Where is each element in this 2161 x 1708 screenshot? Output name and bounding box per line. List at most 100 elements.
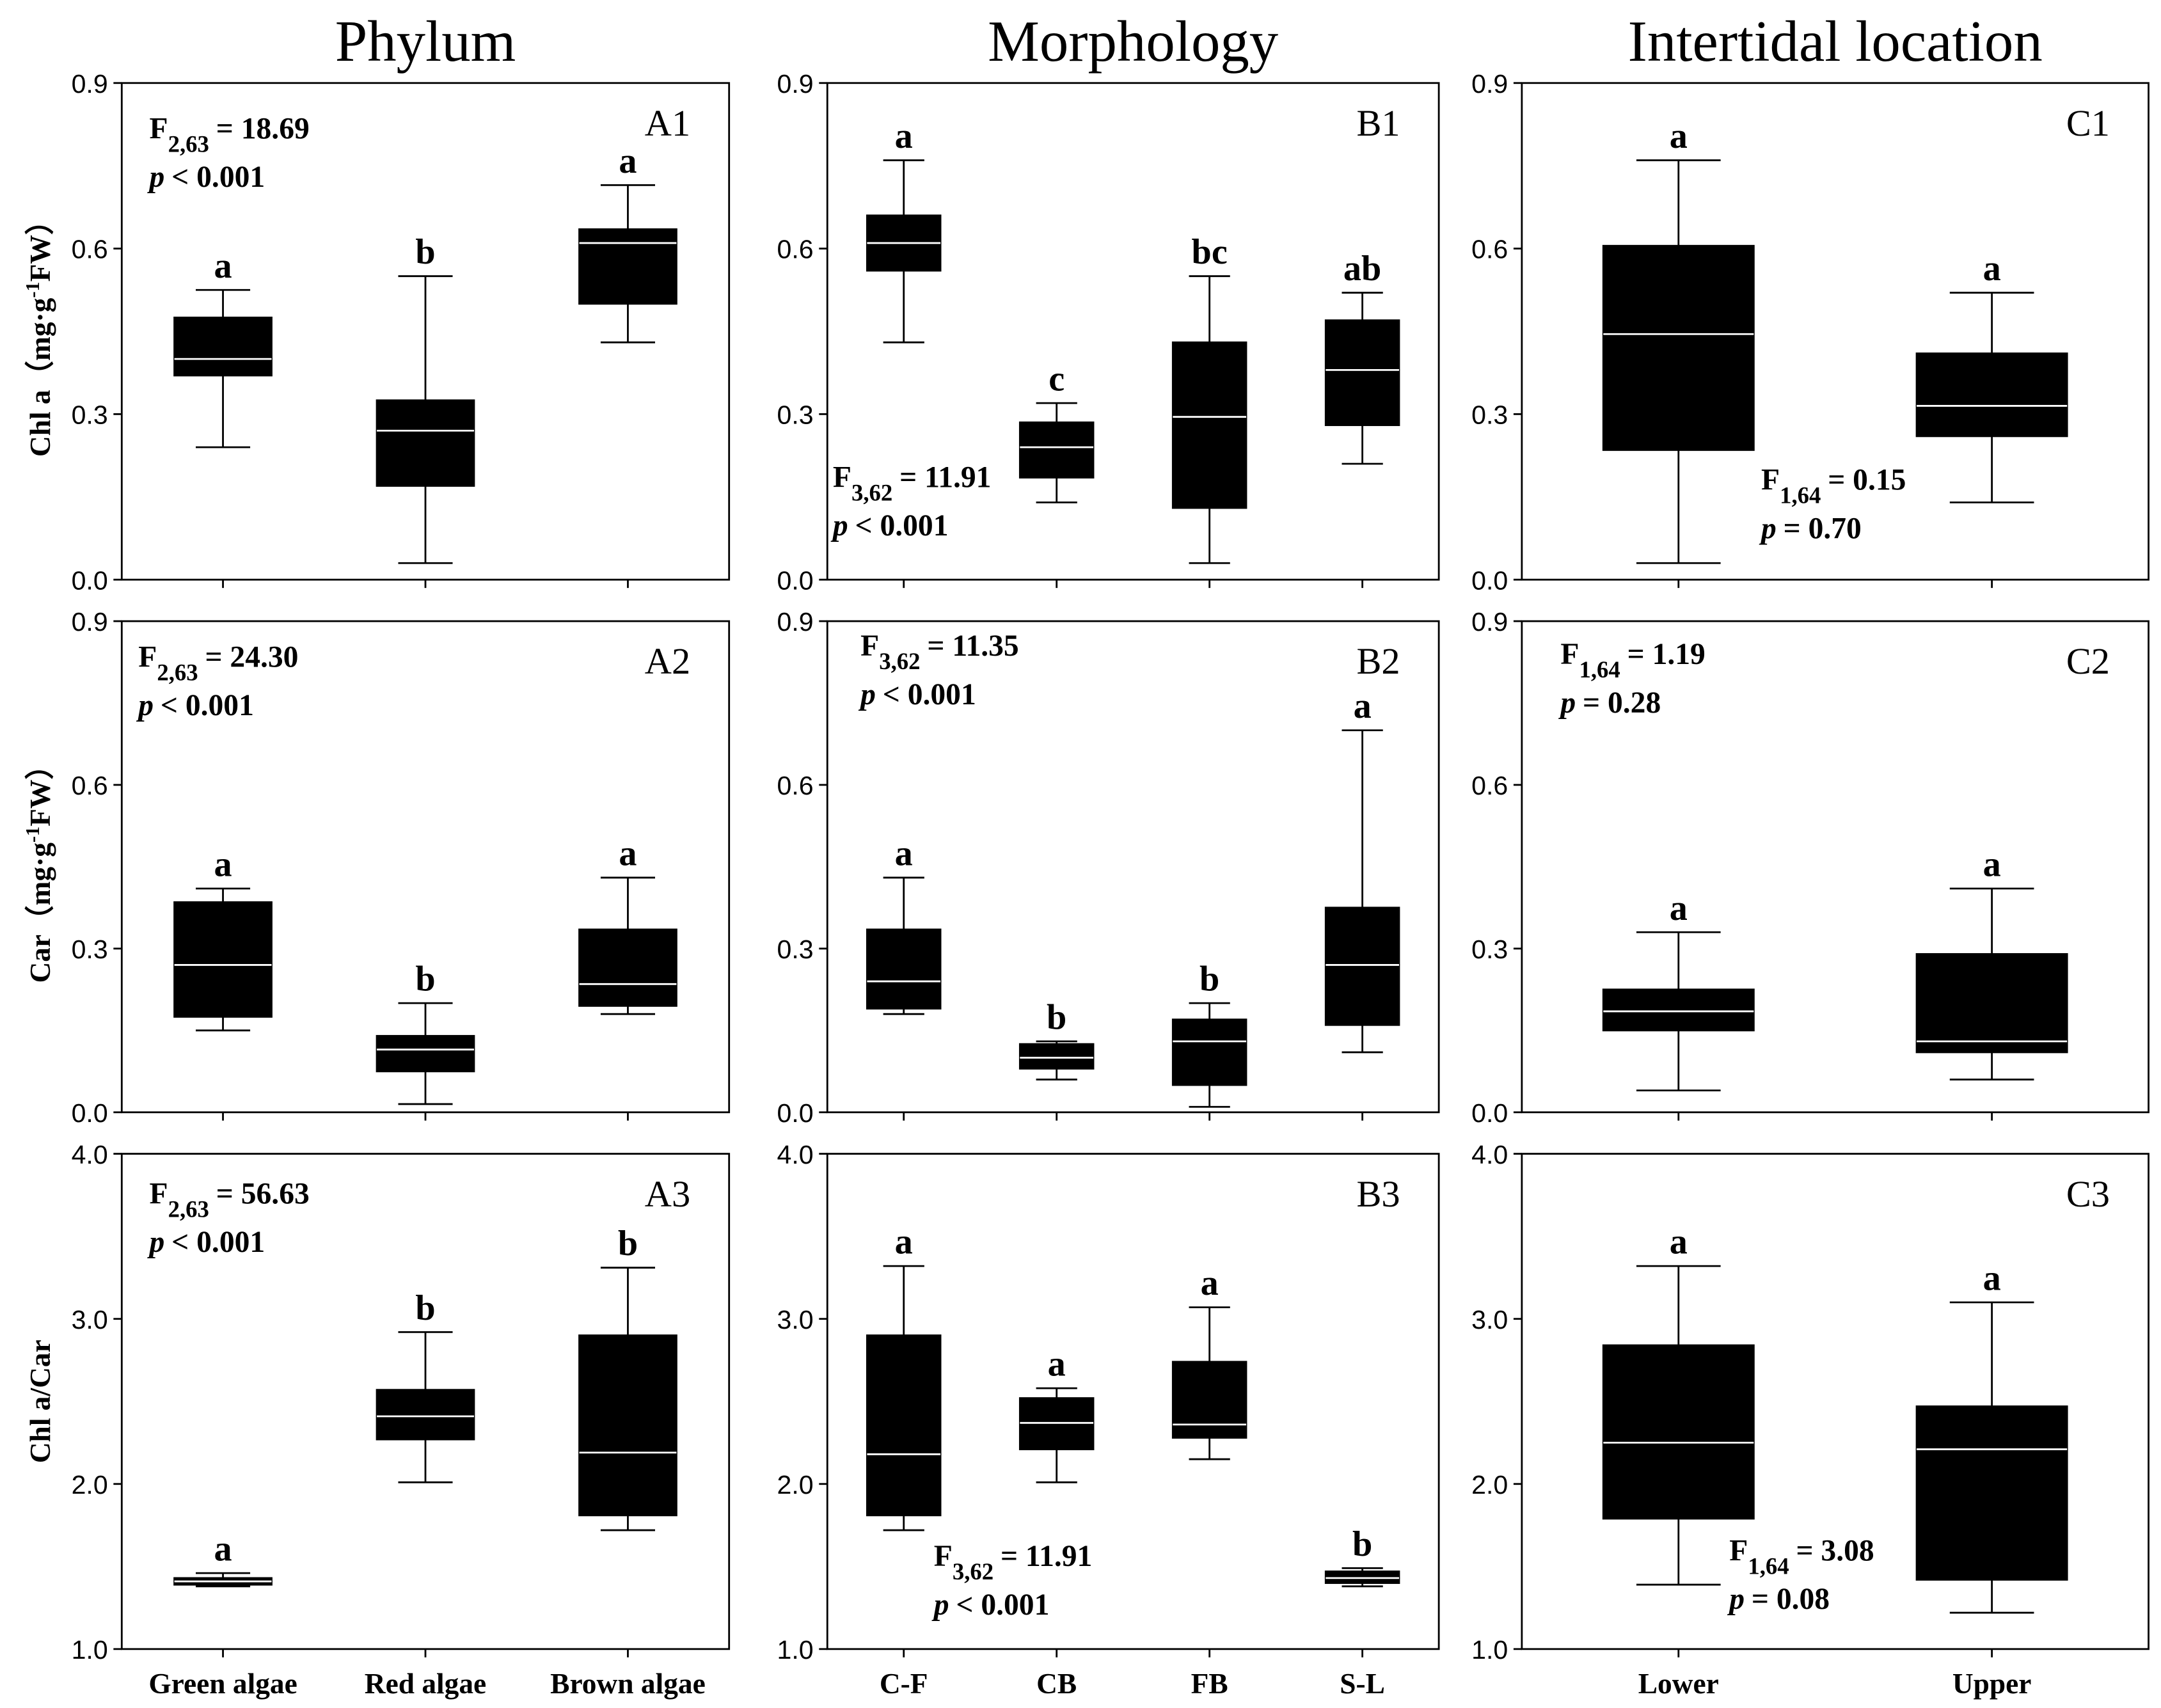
box [1171, 1018, 1247, 1086]
significance-letter: a [214, 246, 232, 286]
significance-letter: a [619, 834, 637, 873]
box [1915, 953, 2068, 1054]
plot-frame [1521, 620, 2149, 1114]
stat-f: F3,62 = 11.35 [860, 629, 1019, 674]
y-tick-label: 0.9 [72, 69, 108, 99]
box [376, 1389, 475, 1441]
stat-p: p = 0.28 [1558, 686, 1661, 720]
y-axis-label: Chl a/Car [24, 1340, 56, 1463]
y-tick-label: 3.0 [1471, 1305, 1508, 1334]
box [173, 901, 273, 1018]
significance-letter: a [1048, 1345, 1066, 1384]
y-tick-label: 0.9 [72, 607, 108, 637]
stat-f: F3,62 = 11.91 [934, 1540, 1093, 1585]
significance-letter: a [214, 1530, 232, 1569]
plot-frame [826, 82, 1440, 581]
stat-p-symbol: p [136, 689, 154, 722]
stat-f-symbol: F [1560, 638, 1579, 671]
plot-frame [1521, 82, 2149, 581]
significance-letter: b [415, 960, 435, 999]
significance-letter: a [619, 141, 637, 181]
stat-f-symbol: F [860, 629, 879, 663]
stat-df: 1,64 [1579, 656, 1620, 683]
stat-df: 2,63 [168, 1196, 209, 1222]
y-tick-label: 0.3 [1471, 400, 1508, 429]
box [376, 1034, 475, 1073]
y-tick-label: 0.6 [777, 771, 814, 800]
y-tick-label: 4.0 [777, 1140, 814, 1169]
significance-letter: ab [1343, 249, 1381, 289]
y-axis-label-text: Car（mg·g [24, 842, 56, 983]
stat-f-value: = 3.08 [1796, 1534, 1874, 1567]
significance-letter: b [415, 232, 435, 272]
stat-f-value: = 24.30 [205, 640, 298, 674]
y-axis-label-after: FW） [24, 206, 56, 282]
box [1602, 988, 1755, 1032]
stat-df: 1,64 [1780, 482, 1821, 508]
x-tick-label: Red algae [365, 1668, 486, 1700]
significance-letter: b [415, 1288, 435, 1328]
y-tick-label: 2.0 [1471, 1470, 1508, 1499]
box [376, 399, 475, 487]
x-tick-label: FB [1191, 1668, 1228, 1700]
stat-f-value: = 11.35 [927, 629, 1018, 663]
stat-f-value: = 11.91 [899, 461, 991, 494]
x-tick-label: Green algae [148, 1668, 297, 1700]
panel-label: C1 [2066, 102, 2110, 144]
y-tick-label: 0.9 [777, 69, 814, 99]
stat-f-symbol: F [150, 1177, 168, 1210]
plot-frame [826, 1153, 1440, 1650]
y-axis-label-text: Chl a/Car [24, 1340, 56, 1463]
stat-p-symbol: p [858, 678, 876, 711]
significance-letter: a [1983, 249, 2001, 289]
stat-p-value: < 0.001 [171, 161, 265, 194]
y-tick-label: 0.6 [72, 771, 108, 800]
y-tick-label: 2.0 [72, 1470, 108, 1499]
stat-df: 2,63 [168, 130, 209, 157]
y-tick-label: 0.9 [1471, 69, 1508, 99]
significance-letter: a [1670, 116, 1688, 156]
y-tick-label: 0.3 [777, 935, 814, 964]
stat-p: p < 0.001 [858, 678, 976, 711]
stat-p-symbol: p [1759, 512, 1777, 545]
stat-f-symbol: F [1761, 464, 1780, 497]
significance-letter: a [1670, 1222, 1688, 1262]
stat-p-symbol: p [1558, 686, 1576, 720]
significance-letter: a [1983, 1258, 2001, 1298]
column-title: Phylum [335, 9, 516, 74]
box [1324, 906, 1400, 1026]
box [866, 1334, 942, 1517]
y-tick-label: 1.0 [777, 1635, 814, 1665]
y-axis-label-after: FW） [24, 750, 56, 826]
stat-p-symbol: p [931, 1588, 949, 1622]
y-axis-label-text: Chl a（mg·g [24, 297, 56, 457]
box [1915, 352, 2068, 438]
stat-f: F2,63 = 56.63 [150, 1177, 310, 1222]
stat-f-symbol: F [1729, 1534, 1748, 1567]
stat-f-symbol: F [150, 112, 168, 145]
stat-p: p < 0.001 [136, 689, 254, 722]
y-tick-label: 4.0 [1471, 1140, 1508, 1169]
y-tick-label: 0.0 [777, 565, 814, 595]
x-tick-label: S-L [1340, 1668, 1385, 1700]
panel-label: C3 [2066, 1173, 2110, 1215]
significance-letter: bc [1192, 232, 1228, 272]
y-axis-label-sup: -1 [22, 826, 44, 842]
y-tick-label: 0.3 [1471, 935, 1508, 964]
x-tick-label: Brown algae [550, 1668, 706, 1700]
stat-p: p < 0.001 [931, 1588, 1050, 1622]
stat-p-value: < 0.001 [161, 689, 254, 722]
y-tick-label: 0.0 [72, 565, 108, 595]
y-axis-label-sup: -1 [22, 281, 44, 297]
stat-p-value: < 0.001 [171, 1226, 265, 1259]
significance-letter: a [895, 116, 913, 156]
x-tick-label: Lower [1638, 1668, 1719, 1700]
stat-f: F2,63 = 18.69 [150, 112, 310, 157]
stat-p: p < 0.001 [147, 161, 265, 194]
column-title: Intertidal location [1628, 9, 2043, 74]
x-tick-label: C-F [880, 1668, 928, 1700]
stat-p: p = 0.70 [1759, 512, 1862, 545]
box [578, 928, 677, 1007]
stat-f-symbol: F [138, 640, 157, 674]
